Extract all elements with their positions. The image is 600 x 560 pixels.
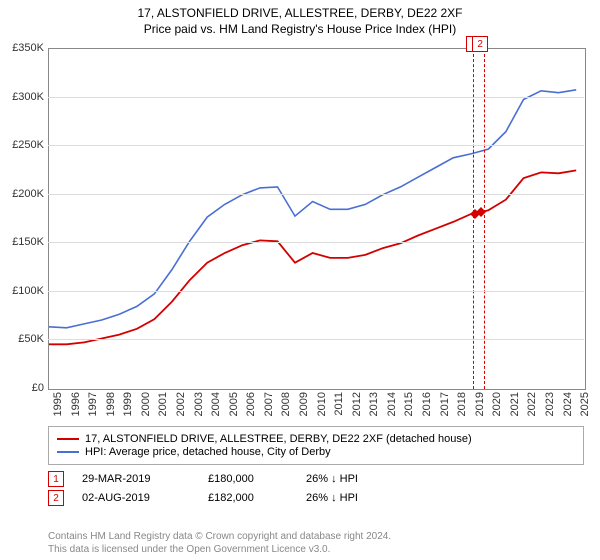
y-tick-label: £300K [0,91,44,103]
sale-diff: 26% ↓ HPI [306,492,386,504]
footer-line1: Contains HM Land Registry data © Crown c… [48,531,391,544]
y-tick-label: £250K [0,139,44,151]
legend-swatch-property [57,438,79,440]
sale-price: £180,000 [208,473,288,485]
sale-row: 1 29-MAR-2019 £180,000 26% ↓ HPI [48,471,584,487]
y-tick-label: £50K [0,333,44,345]
legend-row: HPI: Average price, detached house, City… [57,446,575,458]
event-badge: 2 [472,36,488,52]
gridline [48,291,584,292]
sale-badge-1: 1 [48,471,64,487]
chart-container: 17, ALSTONFIELD DRIVE, ALLESTREE, DERBY,… [0,0,600,560]
chart-title: 17, ALSTONFIELD DRIVE, ALLESTREE, DERBY,… [0,0,600,22]
sale-price: £182,000 [208,492,288,504]
sale-badge-2: 2 [48,490,64,506]
chart-subtitle: Price paid vs. HM Land Registry's House … [0,22,600,38]
legend: 17, ALSTONFIELD DRIVE, ALLESTREE, DERBY,… [48,426,584,465]
sale-diff: 26% ↓ HPI [306,473,386,485]
series-property [49,170,576,344]
sales-list: 1 29-MAR-2019 £180,000 26% ↓ HPI 2 02-AU… [48,471,584,506]
gridline [48,145,584,146]
x-tick-label: 2025 [579,392,600,416]
legend-swatch-hpi [57,451,79,453]
footer-line2: This data is licensed under the Open Gov… [48,544,391,557]
series-hpi [49,90,576,328]
y-tick-label: £100K [0,285,44,297]
gridline [48,194,584,195]
legend-label-property: 17, ALSTONFIELD DRIVE, ALLESTREE, DERBY,… [85,433,472,445]
y-tick-label: £150K [0,236,44,248]
line-layer [49,49,585,389]
sale-row: 2 02-AUG-2019 £182,000 26% ↓ HPI [48,490,584,506]
footer: Contains HM Land Registry data © Crown c… [48,531,391,556]
gridline [48,339,584,340]
event-band [473,49,485,389]
sale-date: 29-MAR-2019 [82,473,190,485]
y-tick-label: £200K [0,188,44,200]
legend-row: 17, ALSTONFIELD DRIVE, ALLESTREE, DERBY,… [57,433,575,445]
sale-date: 02-AUG-2019 [82,492,190,504]
legend-label-hpi: HPI: Average price, detached house, City… [85,446,331,458]
below-chart-area: 17, ALSTONFIELD DRIVE, ALLESTREE, DERBY,… [48,426,584,509]
gridline [48,242,584,243]
y-tick-label: £0 [0,382,44,394]
gridline [48,97,584,98]
y-tick-label: £350K [0,42,44,54]
